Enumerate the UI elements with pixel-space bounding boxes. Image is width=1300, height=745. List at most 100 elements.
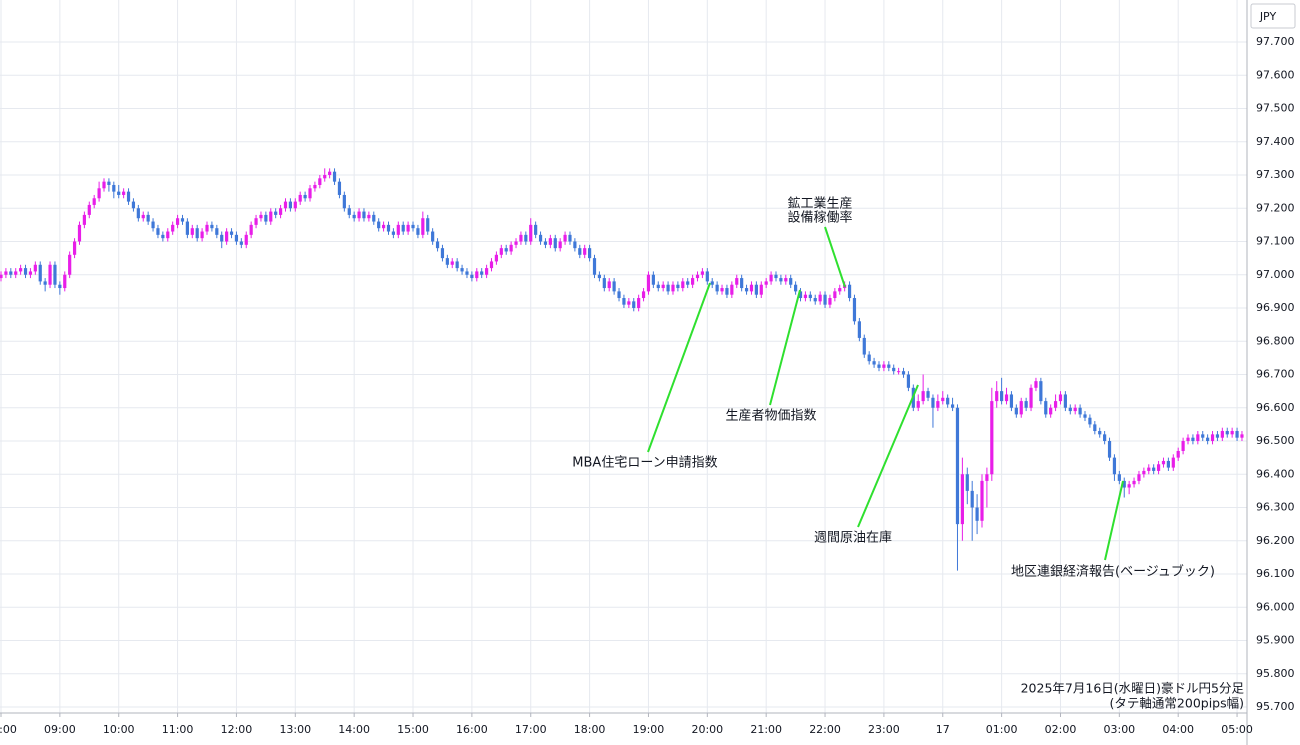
x-tick-label: 11:00 (162, 723, 194, 736)
candle-body (146, 214, 150, 222)
x-tick-label: 16:00 (456, 723, 488, 736)
candle-body (671, 284, 675, 292)
candle-body (1225, 431, 1229, 435)
candle-body (602, 278, 606, 289)
candle-body (63, 274, 67, 289)
candle-body (798, 291, 803, 299)
candle-body (509, 244, 513, 252)
candle-body (264, 214, 268, 222)
candle-body (852, 298, 857, 322)
candle-body (1137, 474, 1141, 481)
candle-body (372, 214, 376, 222)
candle-body (794, 284, 798, 292)
candle-body (1161, 460, 1166, 465)
candle-body (906, 374, 911, 388)
candle-body (92, 198, 96, 205)
candle-body (931, 397, 935, 408)
candle-body (431, 231, 435, 242)
candle-body (1019, 401, 1023, 415)
x-tick-label: 23:00 (868, 723, 900, 736)
candle-body (122, 191, 126, 195)
candle-body (970, 490, 974, 508)
candle-body (229, 231, 234, 235)
candle-body (892, 367, 896, 372)
candle-body (1088, 417, 1092, 425)
x-tick-label: 13:00 (279, 723, 311, 736)
candle-body (1191, 437, 1195, 441)
candle-body (166, 231, 170, 239)
candle-body (489, 261, 494, 269)
candle-body (705, 271, 709, 282)
candle-body (499, 248, 503, 255)
candle-body (990, 401, 994, 475)
candle-body (225, 231, 229, 242)
candle-body (941, 397, 945, 402)
candle-body (112, 184, 116, 192)
candle-body (828, 298, 832, 305)
candle-body (641, 291, 646, 299)
candle-body (332, 171, 337, 182)
x-tick-label: 12:00 (221, 723, 253, 736)
annotation-label: MBA住宅ローン申請指数 (572, 456, 717, 471)
candle-body (568, 234, 572, 242)
candle-body (519, 234, 523, 242)
candle-body (131, 201, 136, 209)
candle-body (583, 248, 587, 255)
annotation-label: 生産者物価指数 (725, 408, 816, 424)
candle-body (1024, 401, 1028, 408)
y-tick-label: 96.300 (1256, 501, 1295, 514)
candle-body (141, 214, 145, 219)
candle-body (1152, 467, 1156, 471)
candle-body (416, 228, 420, 235)
candle-body (656, 284, 660, 289)
candle-body (391, 231, 395, 235)
candle-body (406, 224, 410, 232)
candle-body (543, 241, 548, 245)
candle-body (1210, 434, 1215, 441)
candle-body (789, 278, 793, 285)
candle-body (254, 218, 258, 225)
candle-body (691, 278, 695, 285)
candle-body (151, 221, 155, 229)
candle-body (288, 201, 292, 209)
candle-body (666, 284, 670, 292)
candle-body (1201, 434, 1205, 438)
candle-body (440, 248, 445, 259)
candle-body (744, 288, 749, 292)
candle-body (401, 224, 405, 232)
candle-body (1098, 431, 1102, 435)
candle-body (916, 401, 920, 408)
y-tick-label: 96.900 (1256, 301, 1295, 314)
x-tick-label: 15:00 (397, 723, 429, 736)
candle-body (597, 274, 602, 279)
candle-body (97, 188, 101, 199)
candle-body (686, 281, 690, 285)
candle-body (955, 407, 960, 525)
y-tick-label: 96.700 (1256, 368, 1295, 381)
candle-body (617, 291, 621, 299)
candle-body (950, 404, 955, 408)
candle-body (87, 204, 91, 215)
candle-body (1107, 441, 1112, 458)
candle-body (867, 354, 871, 362)
caption: (タテ軸通常200pips幅) (1110, 696, 1244, 711)
axes: 95.700 95.800 95.900 96.000 96.100 96.200 96.3… (0, 35, 1295, 736)
annotation-pointer (647, 282, 711, 453)
candle-body (887, 364, 891, 368)
candle-body (1156, 464, 1161, 471)
candle-body (48, 264, 52, 285)
candle-body (779, 278, 783, 282)
candle-body (725, 288, 729, 295)
candle-body (661, 284, 665, 289)
candle-body (72, 241, 77, 255)
candle-body (1235, 431, 1239, 438)
candle-body (514, 241, 518, 245)
candle-body (1083, 414, 1087, 418)
candle-body (23, 268, 28, 275)
candle-body (244, 234, 248, 245)
candle-body (0, 274, 3, 279)
x-tick-label: 04:00 (1162, 723, 1194, 736)
candle-body (357, 211, 361, 219)
